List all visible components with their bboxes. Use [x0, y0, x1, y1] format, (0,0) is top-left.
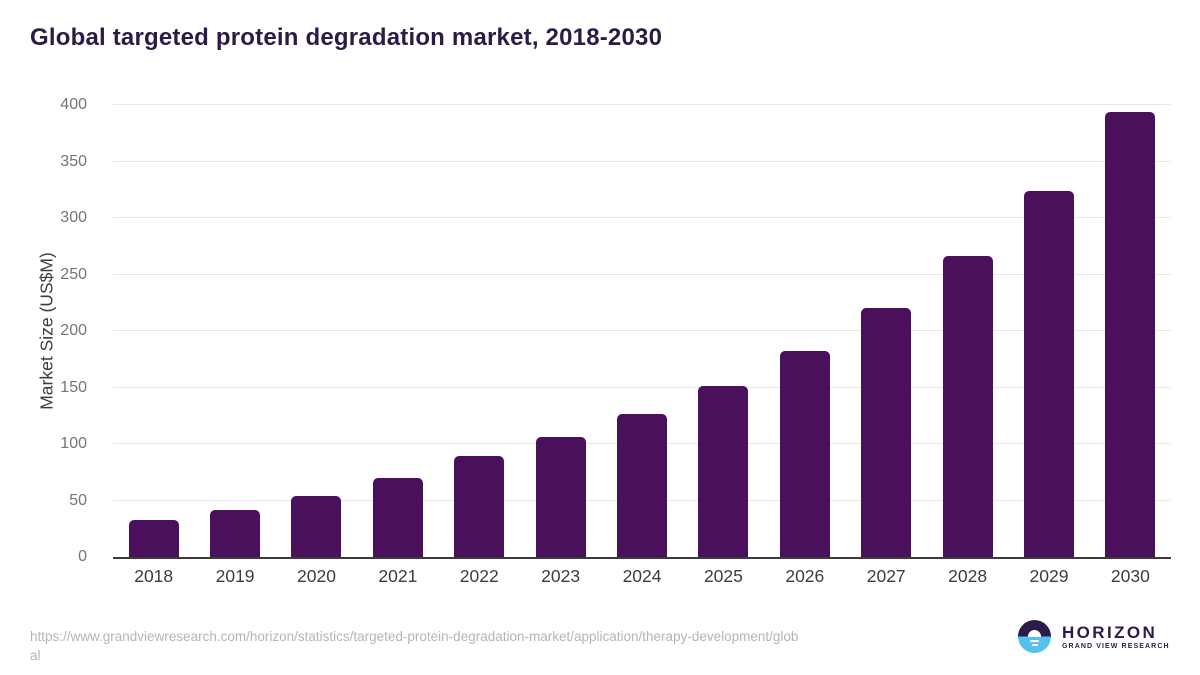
x-tick-label-2028: 2028 — [948, 566, 988, 586]
gridline-300 — [113, 217, 1171, 218]
x-tick-label-2018: 2018 — [134, 566, 174, 586]
sun-shape — [1028, 629, 1041, 637]
y-axis-tick-labels: 0 50 100 150 200 250 300 350 400 — [30, 96, 100, 565]
x-tick-label-2024: 2024 — [622, 566, 662, 586]
bar-2022 — [454, 456, 505, 557]
x-tick-label-2020: 2020 — [297, 566, 336, 586]
y-tick-label-100: 100 — [60, 435, 87, 452]
bar-2021 — [372, 477, 423, 557]
x-tick-label-2019: 2019 — [215, 566, 255, 586]
bar-2030 — [1105, 111, 1156, 557]
x-tick-label-2026: 2026 — [785, 566, 825, 586]
gridline-250 — [113, 273, 1171, 275]
x-axis-tick-labels: 2018 2019 2020 2021 2022 2023 2024 2025 2026 2027… — [113, 566, 1171, 592]
sun-reflection-line — [1031, 643, 1038, 646]
gridline-350 — [113, 160, 1171, 162]
source-url-line-2: al — [30, 648, 41, 663]
logo-subbrand-name: GRAND VIEW RESEARCH — [1062, 642, 1170, 650]
logo-brand-name: HORIZON — [1062, 622, 1158, 642]
x-tick-label-2030: 2030 — [1110, 566, 1150, 586]
bar-2027 — [861, 308, 912, 557]
sun-reflection-line — [1030, 639, 1039, 642]
logo-text: HORIZON GRAND VIEW RESEARCH — [1062, 622, 1170, 650]
bar-2025 — [698, 386, 749, 557]
x-tick-label-2022: 2022 — [459, 566, 499, 586]
gridline-150 — [113, 386, 1171, 388]
gridline-400 — [113, 104, 1171, 105]
source-url-line-1: https://www.grandviewresearch.com/horizo… — [30, 629, 799, 644]
y-tick-label-0: 0 — [78, 548, 87, 565]
gridline-200 — [113, 330, 1171, 331]
x-tick-label-2021: 2021 — [378, 566, 418, 586]
bar-2018 — [128, 519, 179, 557]
plot-area — [113, 104, 1171, 557]
bar-2019 — [210, 509, 261, 557]
y-tick-label-250: 250 — [60, 265, 87, 283]
x-tick-label-2025: 2025 — [703, 566, 743, 586]
bar-2020 — [291, 495, 342, 557]
source-url: https://www.grandviewresearch.com/horizo… — [30, 627, 950, 665]
y-tick-label-200: 200 — [60, 322, 87, 339]
x-tick-label-2029: 2029 — [1029, 566, 1069, 586]
y-tick-label-300: 300 — [60, 209, 87, 226]
x-tick-label-2023: 2023 — [541, 566, 581, 586]
y-tick-label-400: 400 — [60, 96, 87, 113]
y-tick-label-350: 350 — [60, 152, 87, 170]
x-axis-line — [113, 557, 1171, 559]
y-tick-label-150: 150 — [60, 378, 87, 396]
x-tick-label-2027: 2027 — [866, 566, 906, 586]
horizon-grand-view-research-logo: HORIZON GRAND VIEW RESEARCH — [1018, 620, 1170, 653]
bar-2026 — [779, 351, 830, 557]
bar-2023 — [535, 437, 586, 557]
chart-title: Global targeted protein degradation mark… — [30, 24, 663, 51]
bar-2029 — [1023, 190, 1074, 557]
bar-2028 — [942, 256, 993, 557]
bar-2024 — [617, 413, 667, 557]
y-tick-label-50: 50 — [69, 491, 87, 509]
horizon-sun-icon — [1018, 620, 1051, 653]
